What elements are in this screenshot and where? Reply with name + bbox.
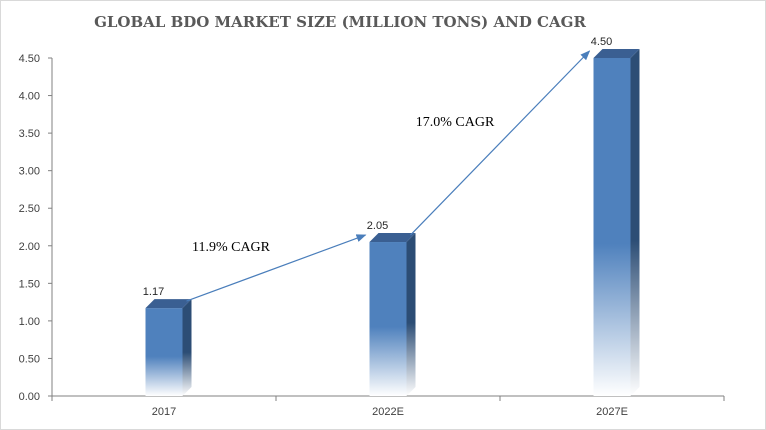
y-tick-label: 2.50 — [19, 203, 40, 215]
bar-front — [145, 308, 183, 396]
data-label: 2.05 — [367, 220, 388, 232]
y-tick-label: 0.50 — [19, 353, 40, 365]
y-tick-label: 2.00 — [19, 241, 40, 253]
y-axis: 0.00 0.50 1.00 1.50 2.00 2.50 3.00 3.50 4.00 4.50 — [19, 53, 52, 403]
data-label: 4.50 — [591, 36, 612, 48]
x-tick-label: 2022E — [372, 406, 404, 418]
chart-title: GLOBAL BDO MARKET SIZE (MILLION TONS) AN… — [94, 13, 586, 31]
cagr-arrow — [410, 50, 591, 236]
cagr-label: 11.9% CAGR — [192, 240, 271, 255]
y-tick-label: 4.50 — [19, 53, 40, 65]
bar-2017 — [145, 299, 192, 396]
cagr-arrow — [186, 234, 367, 302]
bar-2027E — [593, 49, 640, 396]
y-tick-label: 3.00 — [19, 166, 40, 178]
x-axis: 2017 2022E 2027E — [51, 396, 725, 418]
x-tick-label: 2027E — [596, 406, 628, 418]
bar-side — [630, 49, 640, 396]
bar-2022E — [369, 233, 416, 396]
bars-group — [145, 49, 640, 396]
cagr-label: 17.0% CAGR — [416, 115, 495, 130]
bar-top — [145, 299, 192, 309]
bar-front — [593, 58, 631, 396]
bar-side — [182, 299, 192, 396]
x-tick-label: 2017 — [152, 406, 176, 418]
y-tick-label: 0.00 — [19, 391, 40, 403]
y-tick-label: 1.00 — [19, 316, 40, 328]
bar-top — [369, 233, 416, 243]
data-labels-group: 1.17 2.05 4.50 — [143, 36, 612, 298]
bar-top — [593, 49, 640, 58]
bar-side — [406, 233, 416, 396]
y-tick-label: 1.50 — [19, 278, 40, 290]
cagr-arrows-group: 11.9% CAGR 17.0% CAGR — [186, 50, 591, 302]
y-tick-label: 3.50 — [19, 128, 40, 140]
bar-front — [369, 242, 407, 396]
y-tick-label: 4.00 — [19, 91, 40, 103]
data-label: 1.17 — [143, 286, 164, 298]
